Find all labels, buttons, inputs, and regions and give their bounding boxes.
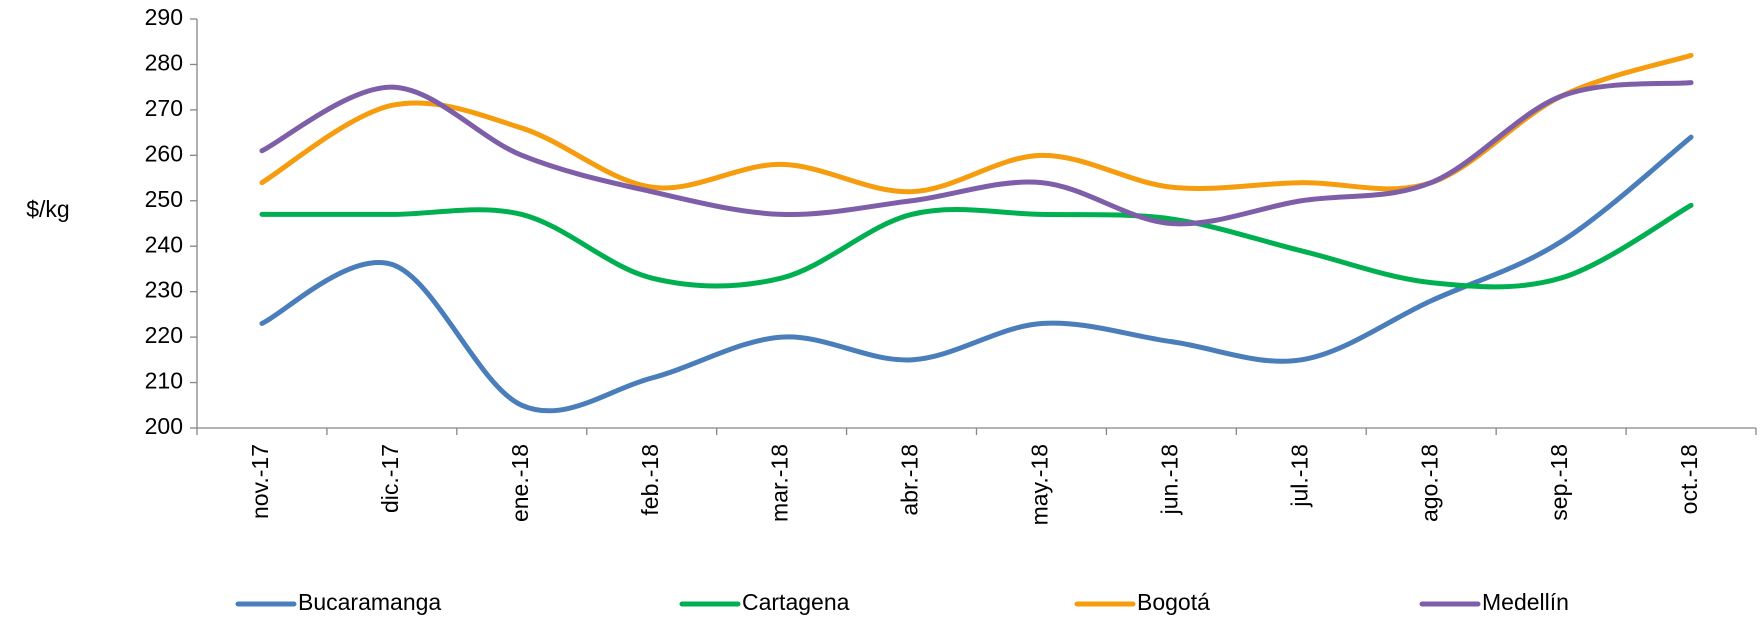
x-tick-label: jul.-18: [1286, 444, 1312, 508]
x-tick-label: abr.-18: [897, 444, 923, 516]
x-tick-label: may.-18: [1027, 444, 1053, 525]
x-tick-label: feb.-18: [637, 444, 663, 516]
y-tick-label: 260: [145, 140, 183, 166]
series-line: [259, 202, 1694, 290]
x-tick-label: ago.-18: [1416, 444, 1442, 522]
series-line: [259, 80, 1694, 227]
legend-label: Bucaramanga: [298, 589, 441, 615]
x-tick-label: ene.-18: [507, 444, 533, 522]
x-tick-label: sep.-18: [1546, 444, 1572, 521]
y-tick-label: 270: [145, 95, 183, 121]
y-tick-label: 290: [145, 4, 183, 30]
y-tick-label: 240: [145, 231, 183, 257]
x-tick-label: nov.-17: [247, 444, 273, 519]
y-axis-label: $/kg: [26, 196, 69, 222]
y-tick-label: 230: [145, 277, 183, 303]
y-tick-label: 210: [145, 368, 183, 394]
y-tick-label: 280: [145, 50, 183, 76]
series-line: [259, 134, 1694, 414]
y-tick-label: 250: [145, 186, 183, 212]
legend-label: Cartagena: [742, 589, 850, 615]
legend-label: Medellín: [1482, 589, 1569, 615]
y-tick-label: 220: [145, 322, 183, 348]
y-tick-label: 200: [145, 413, 183, 439]
x-tick-label: mar.-18: [767, 444, 793, 522]
series-line: [259, 52, 1694, 195]
legend-label: Bogotá: [1137, 589, 1210, 615]
x-tick-label: dic.-17: [377, 444, 403, 513]
x-tick-label: oct.-18: [1676, 444, 1702, 514]
x-tick-label: jun.-18: [1156, 444, 1182, 515]
